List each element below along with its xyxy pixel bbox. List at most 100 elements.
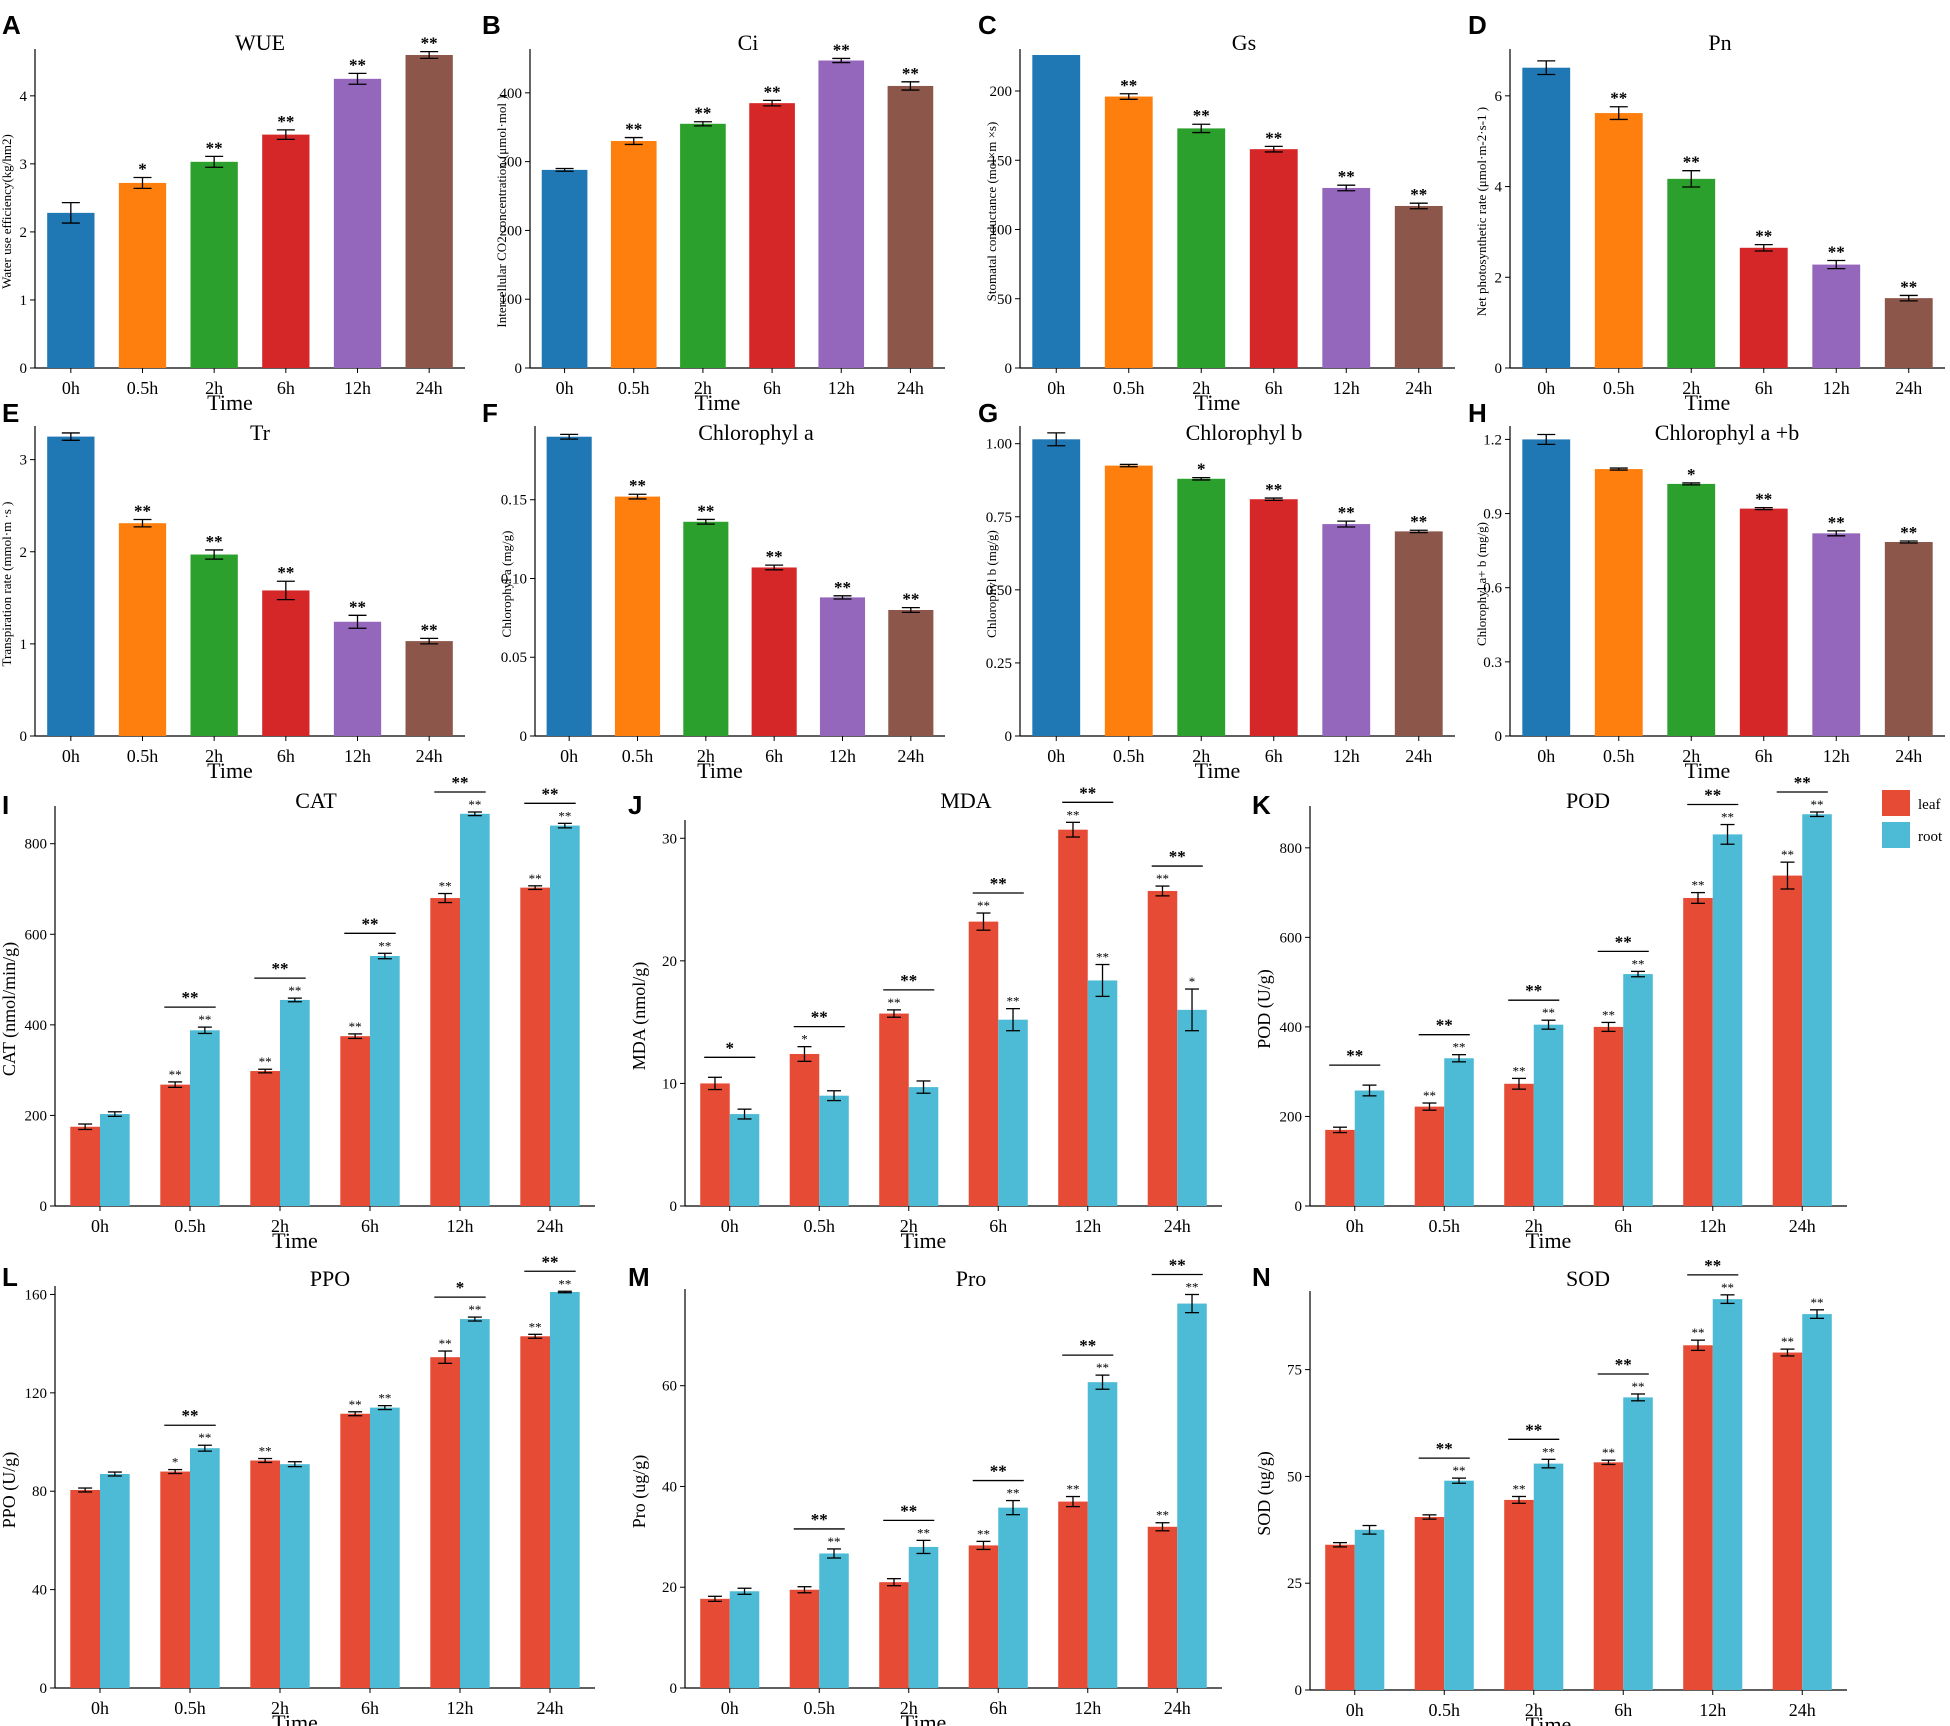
panel-title: Chlorophyl b — [1186, 420, 1303, 445]
comparison-significance: ** — [1079, 783, 1096, 802]
x-tick-label: 0h — [721, 1698, 739, 1718]
bar — [1177, 128, 1226, 368]
x-axis-label: Time — [272, 1710, 318, 1726]
y-tick-label: 0 — [20, 361, 28, 377]
y-axis-label: Intercellular CO2 concentration (μmol·mo… — [494, 95, 509, 327]
panel-k: K POD 0 200 400 600 800 POD (U/g) 0h 0.5h 2h 6h 12h 2… — [1252, 773, 1847, 1253]
panel-d: D Pn 0 2 4 6 Net photosynthetic rate (μmol·m-2… — [1468, 10, 1945, 415]
panel-i: I CAT 0 200 400 600 800 CAT (nmol/min/g) 0h 0.5h 2… — [0, 773, 595, 1253]
bar-root — [998, 1019, 1028, 1206]
x-tick-label: 2h — [1682, 378, 1700, 398]
y-tick-label: 0 — [1005, 729, 1013, 745]
x-tick-label: 24h — [1164, 1216, 1191, 1236]
y-tick-label: 300 — [500, 155, 523, 171]
bar — [1104, 465, 1153, 736]
x-tick-label: 6h — [765, 746, 783, 766]
bar-root — [190, 1448, 220, 1688]
significance-marker: ** — [625, 120, 642, 139]
panel-h: H Chlorophyl a +b 0 0.3 0.6 0.9 1.2 Chlorophyl … — [1468, 398, 1945, 783]
bar — [541, 169, 588, 368]
bar — [405, 55, 453, 368]
y-tick-label: 0 — [670, 1681, 678, 1697]
bar-leaf — [70, 1490, 100, 1688]
comparison-significance: ** — [1704, 1256, 1721, 1275]
panel-a: A WUE 0 1 2 3 4 Water use efficiency(kg/hm2) 0h 0… — [0, 10, 465, 415]
significance-marker: ** — [629, 476, 646, 495]
x-axis-label: Time — [901, 1710, 947, 1726]
bar-root — [1623, 974, 1653, 1206]
y-tick-label: 2 — [20, 545, 28, 561]
x-tick-label: 0.5h — [1113, 746, 1145, 766]
significance-marker: ** — [694, 104, 711, 123]
x-tick-label: 12h — [1699, 1700, 1726, 1720]
y-tick-label: 0.9 — [1483, 507, 1502, 523]
bar — [1104, 96, 1153, 368]
bar — [1249, 149, 1298, 368]
panel-label: D — [1468, 10, 1487, 40]
bar — [1394, 205, 1443, 368]
bar-root — [370, 1407, 400, 1688]
bar-leaf — [879, 1013, 909, 1206]
y-tick-label: 200 — [990, 84, 1013, 100]
bar — [1884, 541, 1933, 736]
significance-marker: ** — [1828, 513, 1845, 532]
x-axis-label: Time — [1526, 1712, 1572, 1726]
comparison-significance: * — [726, 1038, 735, 1057]
significance-marker: ** — [1193, 106, 1210, 125]
x-tick-label: 0.5h — [618, 378, 650, 398]
bar-root — [1177, 1009, 1207, 1206]
x-tick-label: 12h — [447, 1698, 474, 1718]
y-tick-label: 25 — [1287, 1576, 1302, 1592]
x-tick-label: 6h — [1265, 746, 1283, 766]
significance-marker: * — [138, 159, 147, 178]
bar — [888, 609, 934, 736]
bar-leaf — [1325, 1129, 1355, 1206]
x-tick-label: 12h — [1074, 1698, 1101, 1718]
x-tick-label: 0h — [1537, 378, 1555, 398]
panel-title: Gs — [1232, 30, 1256, 55]
x-tick-label: 0h — [1537, 746, 1555, 766]
y-axis-label: MDA (nmol/g) — [629, 962, 650, 1071]
x-tick-label: 0.5h — [804, 1216, 836, 1236]
comparison-significance: ** — [900, 971, 917, 990]
bar-root — [370, 956, 400, 1206]
bar — [1032, 55, 1081, 368]
y-tick-label: 100 — [990, 223, 1013, 239]
y-tick-label: 2 — [1495, 270, 1503, 286]
significance-marker: ** — [902, 590, 919, 609]
panel-title: Chlorophyl a +b — [1655, 420, 1799, 445]
bar-root — [1533, 1463, 1564, 1690]
bar-root — [819, 1095, 849, 1206]
bar-leaf — [968, 1545, 999, 1688]
significance-marker-leaf: ** — [1066, 1482, 1079, 1497]
x-tick-label: 6h — [277, 378, 295, 398]
x-tick-label: 0.5h — [622, 746, 654, 766]
bar-leaf — [1147, 890, 1178, 1206]
x-tick-label: 24h — [537, 1698, 564, 1718]
bar — [1322, 187, 1371, 368]
significance-marker-leaf: ** — [1423, 1088, 1436, 1103]
bar-leaf — [70, 1126, 100, 1206]
y-tick-label: 20 — [662, 954, 677, 970]
y-tick-label: 0.10 — [501, 571, 527, 587]
x-tick-label: 12h — [1333, 378, 1360, 398]
significance-marker: ** — [766, 547, 783, 566]
significance-marker-leaf: ** — [349, 1397, 362, 1412]
significance-marker-leaf: ** — [439, 1336, 452, 1351]
x-tick-label: 24h — [1895, 378, 1922, 398]
significance-marker: ** — [1610, 89, 1627, 108]
y-tick-label: 200 — [500, 223, 523, 239]
x-tick-label: 0h — [1346, 1700, 1364, 1720]
y-tick-label: 4 — [20, 89, 28, 105]
y-tick-label: 0 — [1495, 361, 1503, 377]
y-tick-label: 200 — [25, 1108, 48, 1124]
y-tick-label: 0.05 — [501, 650, 527, 666]
significance-marker-leaf: ** — [1602, 1445, 1615, 1460]
bar — [614, 496, 661, 736]
y-tick-label: 400 — [25, 1018, 48, 1034]
y-tick-label: 0 — [515, 361, 523, 377]
x-tick-label: 24h — [897, 746, 924, 766]
y-tick-label: 0 — [1495, 729, 1503, 745]
x-tick-label: 2h — [205, 746, 223, 766]
bar-root — [190, 1030, 220, 1206]
